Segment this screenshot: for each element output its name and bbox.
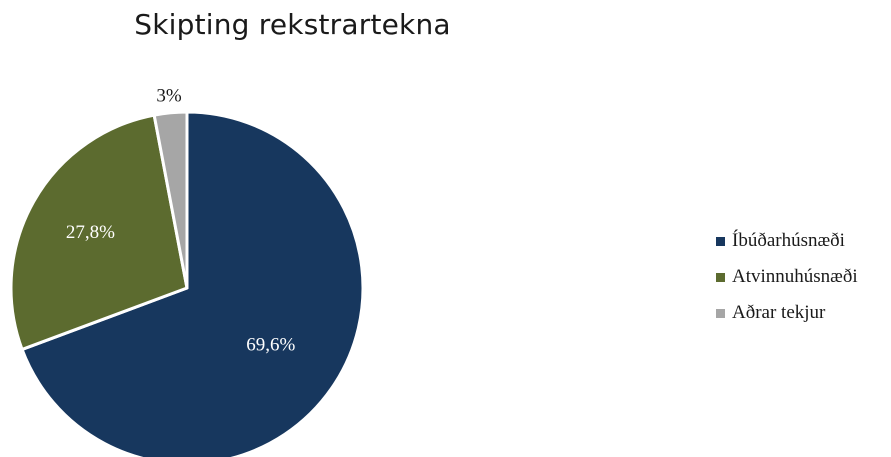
slice-data-label: 27,8%: [66, 222, 115, 243]
pie-slice: [20, 110, 365, 457]
chart-title: Skipting rekstrartekna: [134, 8, 451, 41]
legend: Íbúðarhúsnæði Atvinnuhúsnæði Aðrar tekjur: [716, 230, 858, 338]
legend-item: Íbúðarhúsnæði: [716, 230, 858, 252]
legend-item: Aðrar tekjur: [716, 302, 858, 324]
pie-slice: [152, 110, 189, 290]
legend-item: Atvinnuhúsnæði: [716, 266, 858, 288]
legend-swatch: [716, 308, 725, 318]
pie-slices: [9, 110, 365, 457]
pie-slice: [9, 113, 189, 351]
slice-data-label: 69,6%: [246, 335, 295, 356]
pie-labels: 69,6% 27,8% 3%: [66, 85, 296, 355]
legend-label: Atvinnuhúsnæði: [732, 266, 858, 287]
legend-swatch: [716, 272, 725, 282]
legend-label: Íbúðarhúsnæði: [732, 230, 845, 251]
slice-data-label: 3%: [156, 85, 182, 106]
legend-swatch: [716, 236, 725, 246]
legend-label: Aðrar tekjur: [732, 302, 826, 323]
